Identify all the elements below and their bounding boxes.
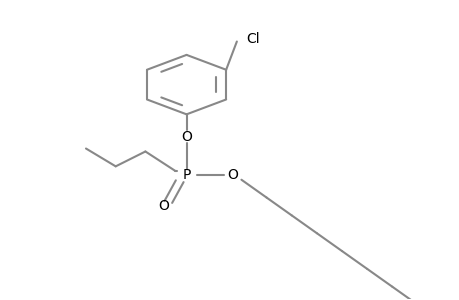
Text: O: O xyxy=(158,200,169,214)
Text: O: O xyxy=(226,168,237,182)
Text: P: P xyxy=(182,168,190,182)
Text: Cl: Cl xyxy=(246,32,259,46)
Text: O: O xyxy=(181,130,191,144)
